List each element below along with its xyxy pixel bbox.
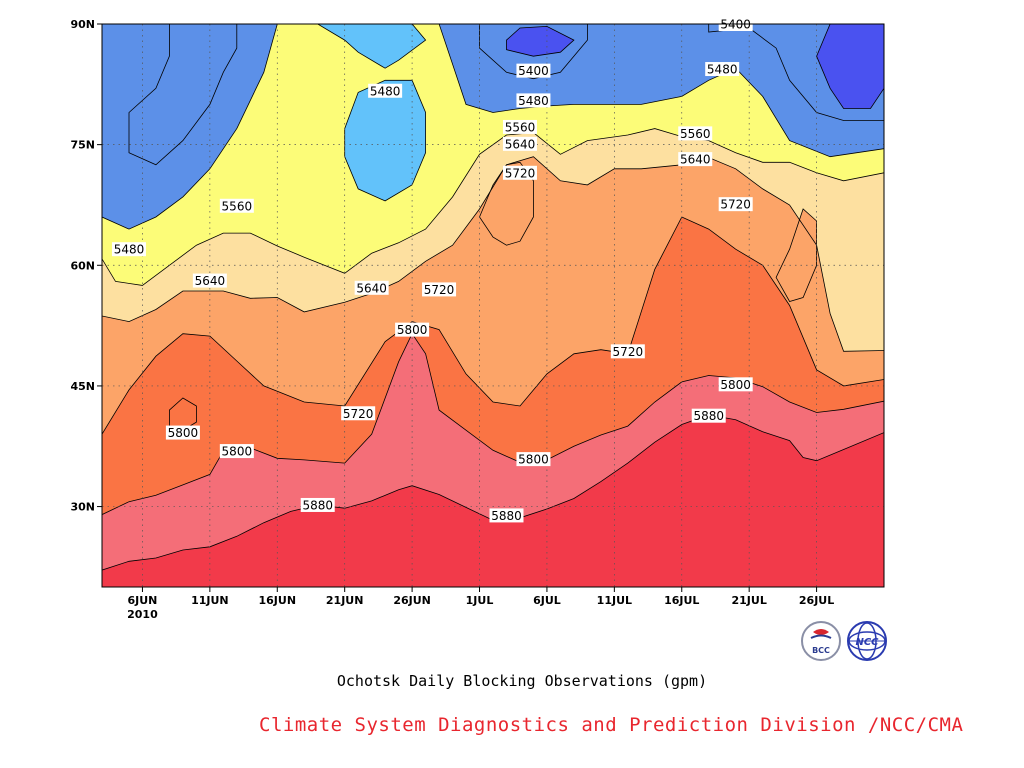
svg-text:5560: 5560 [505,120,536,134]
contour-line-5560 [102,128,884,286]
tick-label-x: 11JUN [191,594,229,607]
contour-blob-5 [506,25,575,57]
svg-text:5800: 5800 [720,378,751,392]
ncc-logo-text: NCC [855,637,879,648]
svg-text:5560: 5560 [680,127,711,141]
contour-label-5560: 5560 [678,126,713,141]
contour-label-5880: 5880 [691,408,726,423]
bcc-logo: BCC [801,621,841,661]
contour-label-5800: 5800 [395,322,430,337]
contour-label-5880: 5880 [300,497,335,512]
chart-title: Ochotsk Daily Blocking Observations (gpm… [336,672,708,690]
tick-label-x: 11JUL [597,594,632,607]
svg-text:5640: 5640 [195,274,226,288]
svg-text:5800: 5800 [397,323,428,337]
svg-text:5880: 5880 [302,498,333,512]
ncc-logo: NCC [847,621,887,661]
contour-label-5480: 5480 [705,62,740,77]
tick-label-y: 30N [70,501,95,514]
svg-text:5800: 5800 [168,426,199,440]
contour-blob-8 [479,161,534,246]
svg-text:5480: 5480 [114,243,145,257]
svg-text:5720: 5720 [720,198,751,212]
plot-frame [101,23,885,588]
contour-label-5720: 5720 [610,344,645,359]
tick-label-x: 1JUL [466,594,494,607]
contour-label-5720: 5720 [718,197,753,212]
svg-text:5480: 5480 [518,94,549,108]
tick-label-y: 90N [70,18,95,31]
contour-label-5720: 5720 [422,282,457,297]
svg-text:5560: 5560 [222,199,253,213]
contour-label-5640: 5640 [502,136,537,151]
band-below-5880 [102,414,884,587]
contour-label-5560: 5560 [502,119,537,134]
contour-fills [102,24,884,587]
tick-label-x: 16JUN [259,594,297,607]
contour-blob-6 [816,24,884,109]
tick-label-x: 26JUN [393,594,431,607]
tick-label-x: 6JUN [128,594,158,607]
contour-blob-2 [128,24,238,166]
svg-text:5880: 5880 [693,409,724,423]
contour-label-5800: 5800 [219,444,254,459]
tick-label-y: 60N [70,259,95,272]
axis-ticks: 6JUN 11JUN 16JUN 21JUN 26JUN 1JUL 6JUL 11JUL 16J… [70,18,834,621]
contour-label-5800: 5800 [718,377,753,392]
svg-text:5480: 5480 [370,84,401,98]
svg-text:5480: 5480 [707,63,738,77]
contour-blob-9 [775,208,817,302]
contour-label-5800: 5800 [516,452,551,467]
svg-text:5640: 5640 [680,153,711,167]
tick-label-x: 16JUL [664,594,699,607]
contour-line-5720 [102,216,884,435]
tick-label-y: 45N [70,380,95,393]
contour-label-5720: 5720 [341,406,376,421]
contour-label-5640: 5640 [192,273,227,288]
tick-label-y: 75N [70,139,95,152]
contour-label-5560: 5560 [219,198,254,213]
tick-label-x: 21JUN [326,594,364,607]
contour-label-5800: 5800 [165,425,200,440]
svg-text:5720: 5720 [505,166,536,180]
svg-text:5640: 5640 [356,281,387,295]
contour-label-5480: 5480 [111,242,146,257]
svg-text:5720: 5720 [343,407,374,421]
tick-label-x: 26JUL [799,594,834,607]
svg-text:5640: 5640 [505,137,536,151]
tick-label-x: 21JUL [732,594,767,607]
svg-text:5400: 5400 [518,64,549,78]
contour-line-5480 [102,24,884,230]
credit-line: Climate System Diagnostics and Predictio… [259,714,964,736]
bcc-logo-text: BCC [812,646,830,655]
svg-text:5800: 5800 [222,445,253,459]
contour-line-5640 [102,156,884,352]
tick-label-x: 6JUL [533,594,561,607]
svg-text:5880: 5880 [491,509,522,523]
svg-text:5720: 5720 [424,283,455,297]
grid-lines [102,24,884,587]
contour-label-5720: 5720 [502,165,537,180]
contour-label-5640: 5640 [354,280,389,295]
svg-text:5800: 5800 [518,453,549,467]
contour-label-5480: 5480 [368,83,403,98]
contour-label-5400: 5400 [516,63,551,78]
year-label: 2010 [127,608,158,621]
svg-text:5720: 5720 [613,345,644,359]
contour-label-5480: 5480 [516,93,551,108]
contour-label-5880: 5880 [489,508,524,523]
contour-label-5640: 5640 [678,152,713,167]
